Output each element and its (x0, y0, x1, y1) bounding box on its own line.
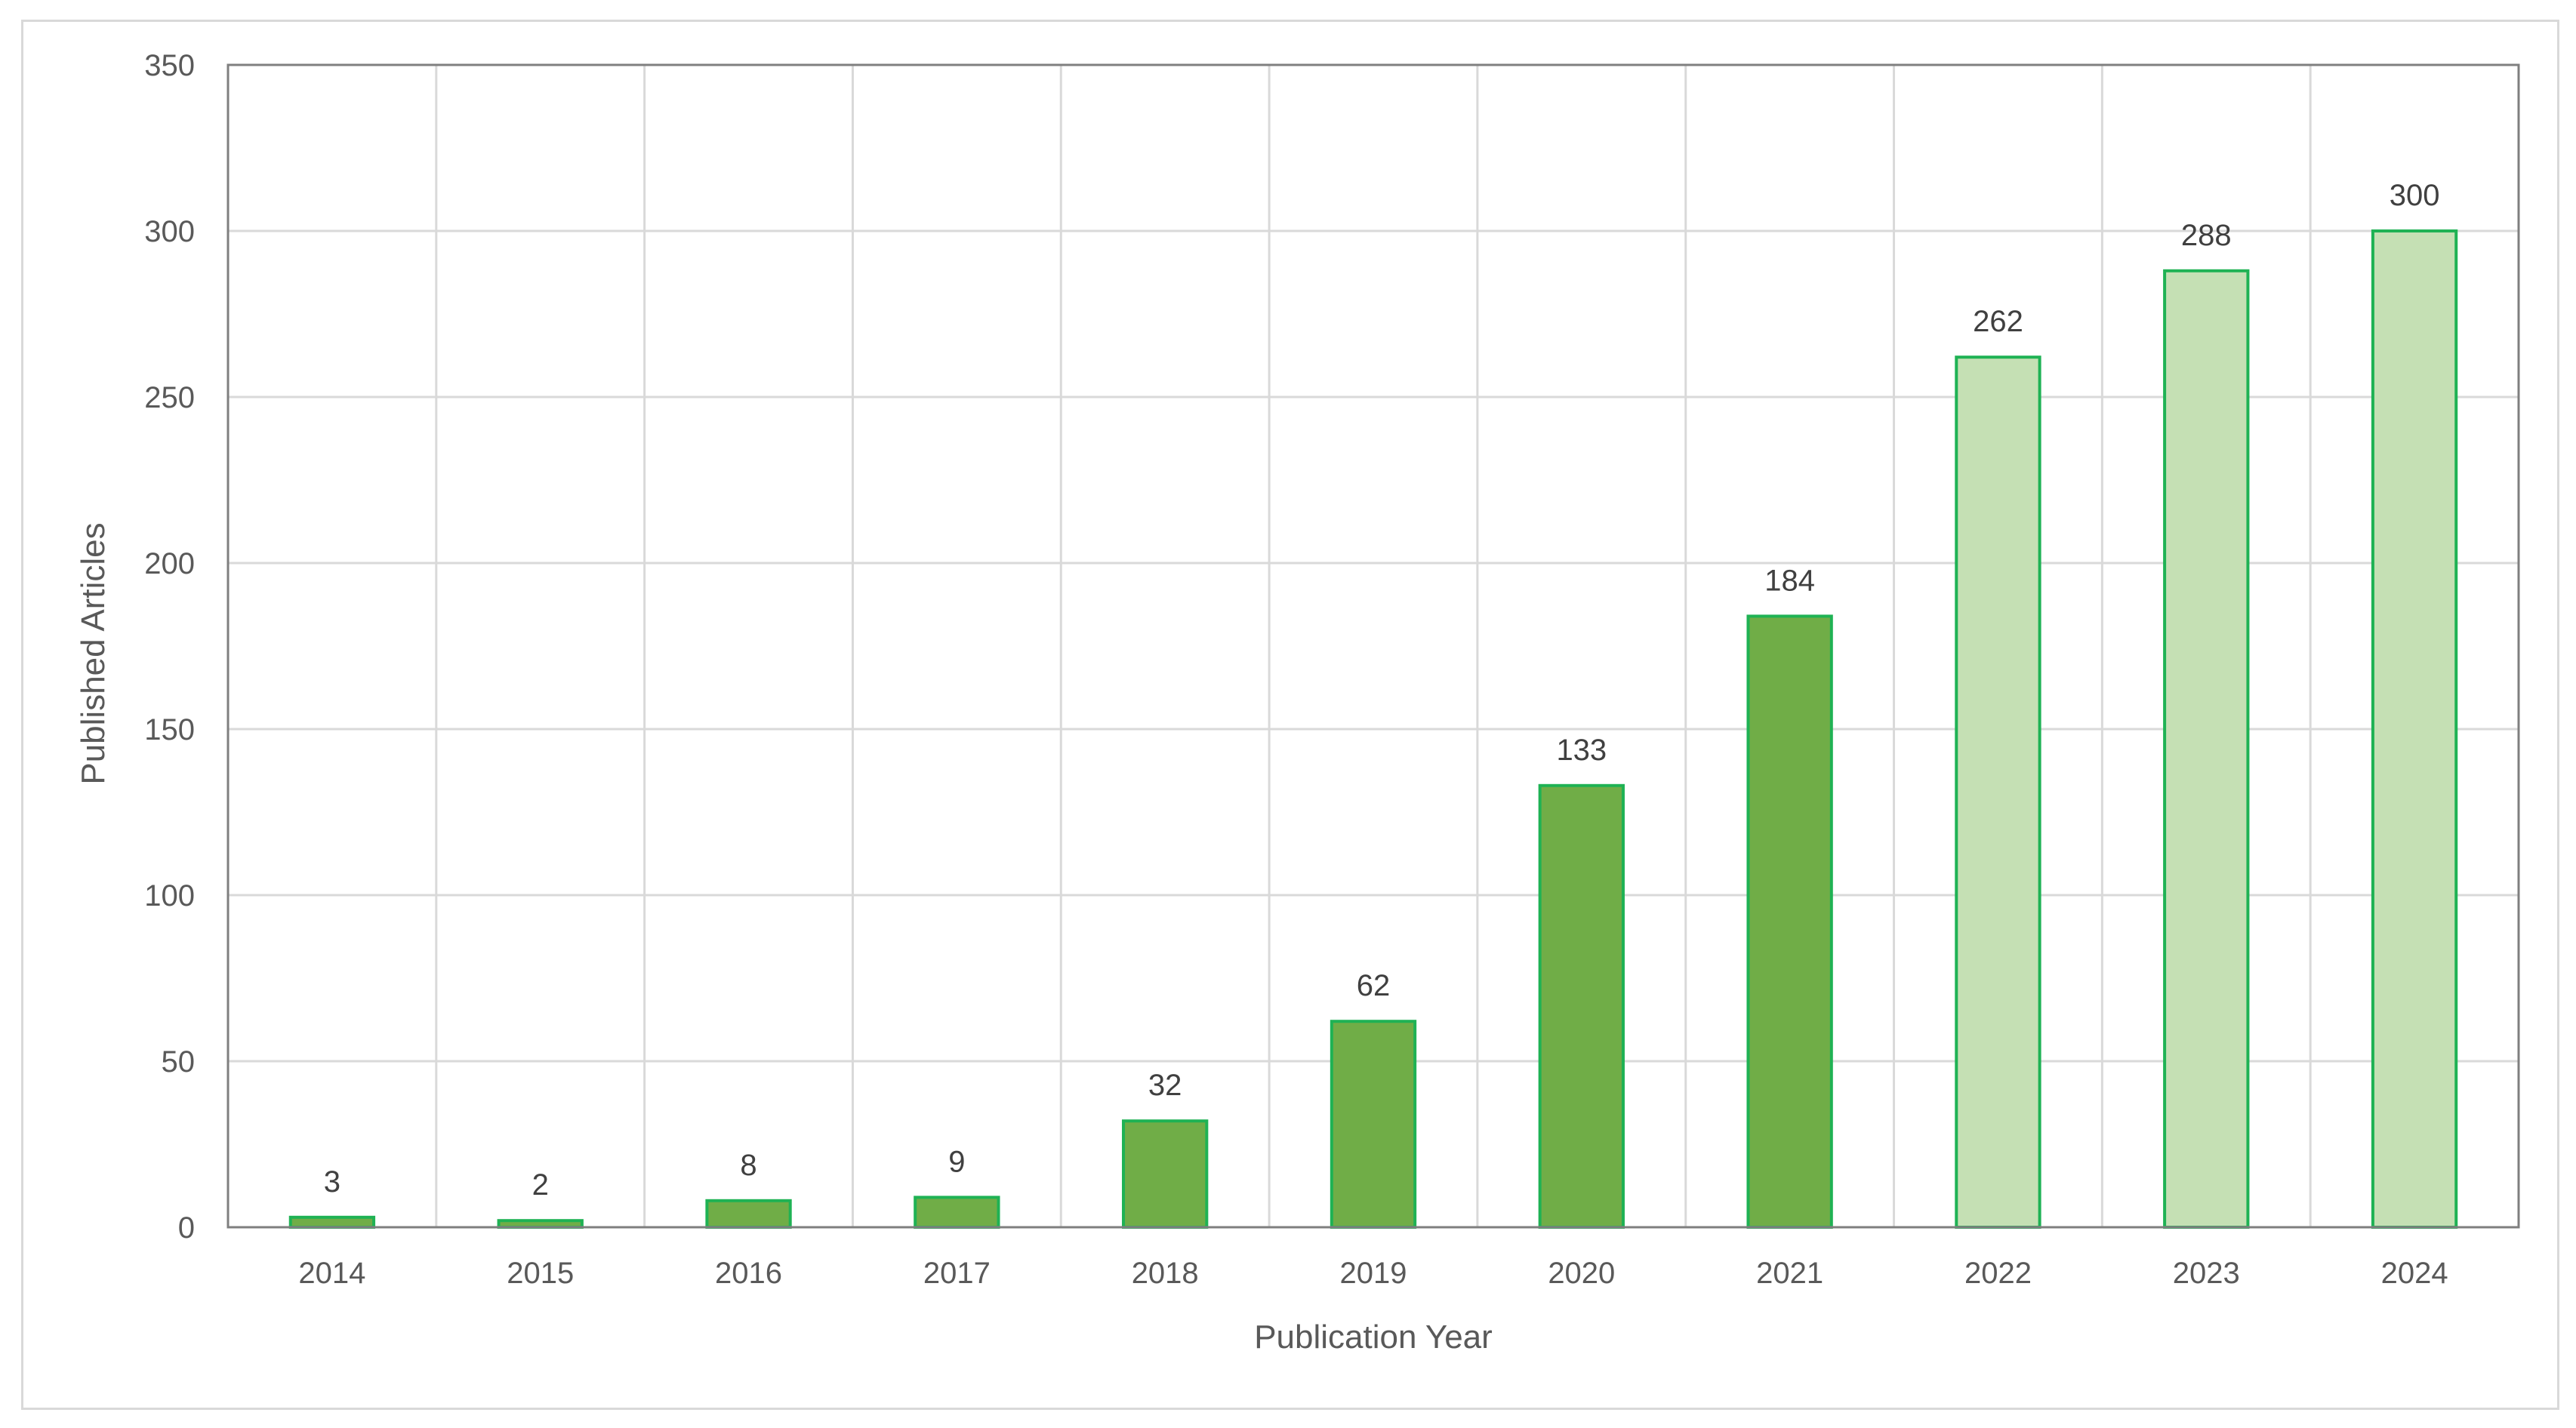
bar-2023 (2163, 269, 2250, 1229)
x-tick-label: 2019 (1340, 1257, 1407, 1290)
x-tick-label: 2020 (1548, 1257, 1615, 1290)
plot-border (226, 63, 2520, 1229)
data-label: 3 (324, 1165, 340, 1199)
bar-2016 (705, 1199, 792, 1229)
bar-2021 (1746, 614, 1833, 1229)
bar-2017 (914, 1196, 1000, 1229)
x-axis-title: Publication Year (1254, 1319, 1493, 1356)
x-tick-label: 2021 (1756, 1257, 1823, 1290)
x-tick-label: 2022 (1964, 1257, 2032, 1290)
y-axis: 0 50 100 150 200 250 300 350 (144, 49, 195, 1245)
data-label: 8 (740, 1149, 756, 1182)
y-tick-label: 350 (144, 49, 195, 82)
data-label: 9 (948, 1145, 965, 1178)
y-tick-label: 0 (178, 1211, 195, 1245)
bar-2019 (1330, 1020, 1417, 1229)
bar-2020 (1538, 783, 1625, 1229)
y-tick-label: 150 (144, 713, 195, 746)
x-tick-label: 2017 (923, 1257, 991, 1290)
y-tick-label: 200 (144, 547, 195, 580)
x-tick-label: 2023 (2173, 1257, 2240, 1290)
data-label: 133 (1556, 734, 1607, 767)
y-tick-label: 250 (144, 381, 195, 414)
data-label: 62 (1357, 969, 1391, 1002)
data-label: 32 (1148, 1069, 1182, 1102)
data-label: 288 (2181, 219, 2232, 252)
x-tick-label: 2024 (2381, 1257, 2448, 1290)
bar-2014 (288, 1215, 376, 1229)
data-label: 300 (2390, 179, 2440, 212)
bar-2022 (1955, 355, 2041, 1229)
bar-2018 (1122, 1119, 1209, 1229)
x-tick-label: 2014 (298, 1257, 365, 1290)
y-tick-label: 50 (162, 1045, 196, 1079)
x-tick-label: 2015 (507, 1257, 574, 1290)
x-tick-label: 2016 (715, 1257, 782, 1290)
bars (288, 229, 2458, 1229)
y-tick-label: 300 (144, 215, 195, 248)
chart-frame (21, 20, 2559, 1410)
bar-2024 (2371, 229, 2458, 1229)
x-axis: 2014 2015 2016 2017 2018 2019 2020 2021 2022 2023… (298, 1257, 2448, 1290)
data-label: 2 (532, 1168, 549, 1202)
y-axis-title: Published Articles (75, 522, 112, 784)
plot-area (226, 63, 2520, 1229)
data-label: 184 (1764, 564, 1815, 597)
y-tick-label: 100 (144, 879, 195, 913)
data-label: 262 (1973, 305, 2023, 338)
x-tick-label: 2018 (1132, 1257, 1199, 1290)
